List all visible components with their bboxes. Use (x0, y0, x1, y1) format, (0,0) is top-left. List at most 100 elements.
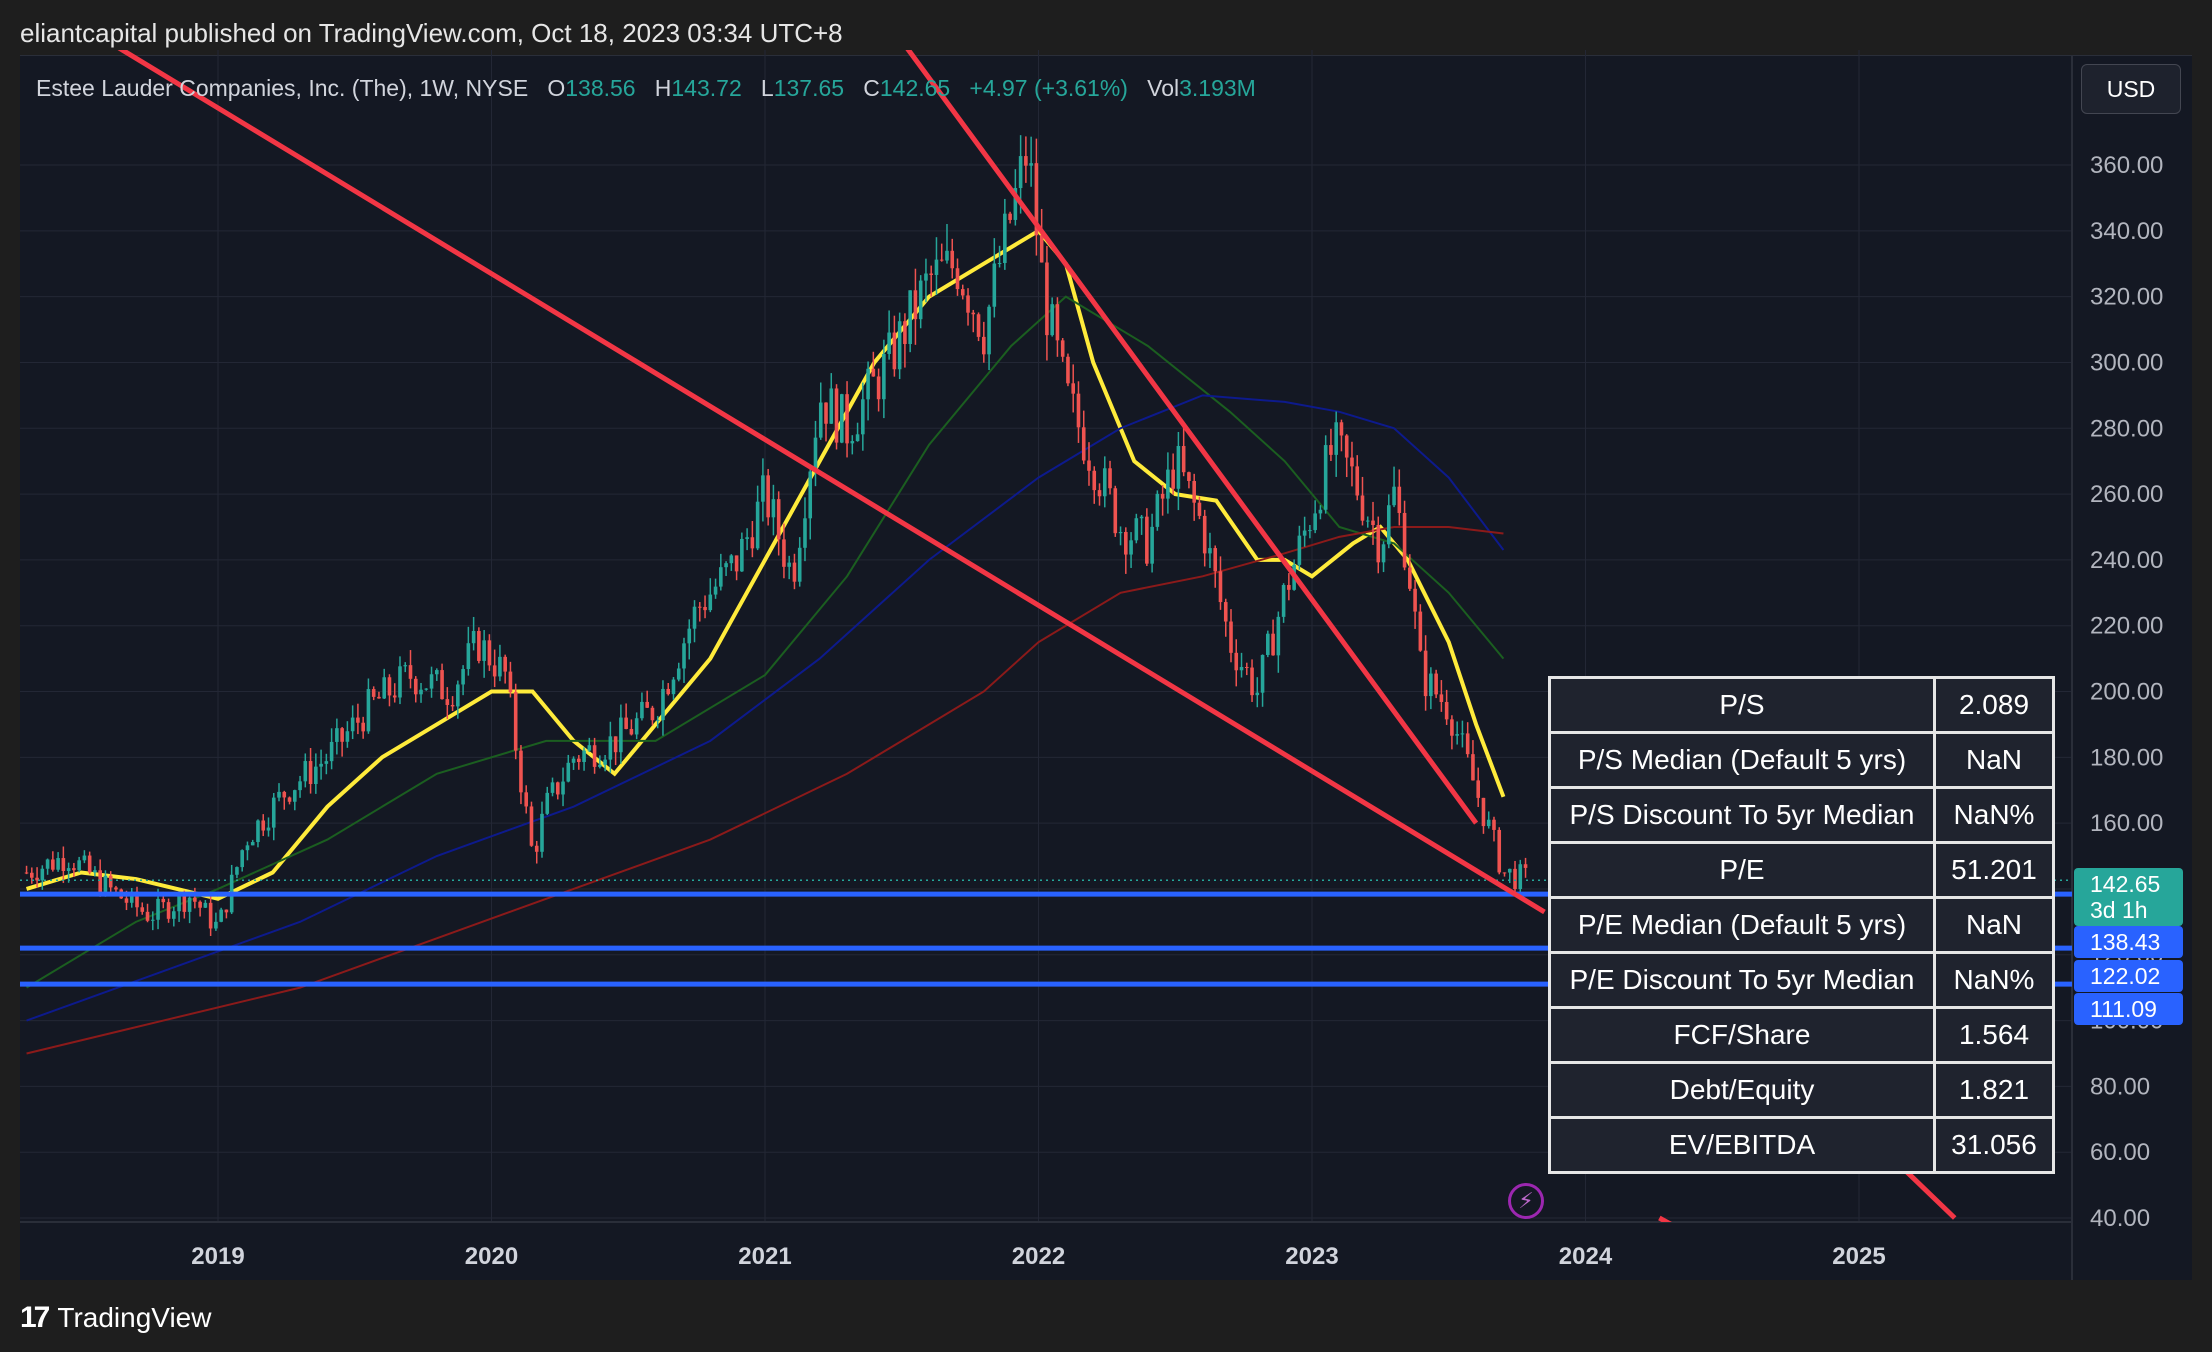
candle-body (24, 872, 29, 874)
price-tick-label: 180.00 (2090, 744, 2163, 771)
candle-body (818, 402, 823, 438)
candle-body (314, 766, 318, 784)
candle-body (1102, 468, 1107, 497)
price-tag (2074, 993, 2183, 1025)
candle-body (1160, 493, 1165, 499)
candle-body (1413, 588, 1417, 612)
candle-body (1197, 502, 1202, 516)
candle-body (398, 666, 402, 698)
lightning-icon[interactable]: ⚡ (1508, 1183, 1544, 1219)
candle-body (240, 850, 244, 868)
candle-body (287, 797, 292, 802)
candle-body (1323, 445, 1328, 510)
candle-body (466, 643, 471, 670)
candle-body (1465, 733, 1470, 755)
candle-body (829, 388, 834, 424)
candle-body (1460, 733, 1465, 735)
candle-body (224, 909, 229, 913)
candle-body (1365, 520, 1370, 522)
candle-body (782, 539, 786, 567)
candle-body (803, 518, 807, 548)
candle-body (550, 782, 555, 793)
candle-body (755, 501, 760, 549)
candle-body (403, 665, 408, 667)
tradingview-logo[interactable]: 17 TradingView (20, 1300, 211, 1336)
candle-body (971, 312, 976, 315)
candle-body (1076, 393, 1081, 428)
candle-body (308, 761, 313, 784)
price-tick-label: 360.00 (2090, 152, 2163, 179)
candle-body (319, 763, 323, 767)
candle-body (77, 860, 81, 871)
candle-body (340, 728, 344, 742)
candle-body (387, 677, 392, 696)
close-label: C (863, 75, 880, 101)
candle-body (87, 855, 92, 873)
candle-body (356, 717, 360, 723)
candle-body (545, 792, 550, 814)
currency-button[interactable]: USD (2081, 64, 2181, 114)
candle-body (1260, 654, 1265, 693)
candle-body (219, 909, 223, 922)
candle-body (1392, 486, 1396, 506)
candle-body (366, 689, 371, 732)
candle-body (966, 295, 970, 313)
candle-body (1287, 585, 1291, 590)
candle-body (1018, 156, 1023, 189)
candle-body (35, 877, 39, 881)
candle-body (918, 280, 923, 320)
candle-body (72, 868, 76, 871)
candle-body (172, 911, 176, 919)
trendline (1658, 1215, 1672, 1222)
candle-body (513, 692, 518, 751)
candle-body (850, 441, 855, 444)
candle-body (540, 813, 544, 852)
candle-body (776, 499, 781, 540)
candle-body (924, 273, 928, 281)
metric-value: 1.564 (1933, 1006, 2055, 1064)
candle-body (1408, 567, 1412, 589)
metric-value: 31.056 (1933, 1116, 2055, 1174)
candle-body (598, 764, 602, 767)
metrics-table: P/S 2.089 P/S Median (Default 5 yrs) NaN P/S… (1548, 676, 2055, 1174)
candle-body (382, 677, 387, 699)
candle-body (1181, 446, 1186, 473)
metric-label: EV/EBITDA (1548, 1116, 1936, 1174)
price-tick-label: 80.00 (2090, 1073, 2150, 1100)
metric-label: P/E Discount To 5yr Median (1548, 951, 1936, 1009)
metric-label: P/S Discount To 5yr Median (1548, 786, 1936, 844)
price-tick-label: 300.00 (2090, 349, 2163, 376)
open-label: O (547, 75, 566, 101)
candle-body (824, 402, 828, 424)
candle-body (987, 306, 991, 355)
candle-body (435, 670, 439, 675)
candle-body (1376, 525, 1381, 563)
candle-body (1239, 666, 1244, 671)
candle-body (892, 332, 897, 370)
candle-body (245, 845, 250, 851)
candle-body (145, 911, 150, 921)
candle-body (45, 859, 50, 869)
candle-body (66, 868, 71, 871)
metric-value: 1.821 (1933, 1061, 2055, 1119)
candle-body (1297, 535, 1302, 565)
candle-body (1134, 518, 1139, 541)
price-tag (2074, 926, 2183, 958)
candle-body (1418, 611, 1423, 651)
change-value: +4.97 (+3.61%) (969, 75, 1128, 101)
candle-body (508, 671, 513, 693)
candlesticks (24, 135, 1528, 936)
metric-label: P/S Median (Default 5 yrs) (1548, 731, 1936, 789)
candle-body (492, 665, 497, 677)
candle-body (1229, 621, 1233, 653)
candle-body (235, 867, 239, 875)
time-tick-label: 2023 (1285, 1243, 1338, 1270)
metrics-row: P/E 51.201 (1548, 841, 2055, 899)
candle-body (208, 902, 213, 929)
trendline (905, 50, 1479, 825)
metrics-row: Debt/Equity 1.821 (1548, 1061, 2055, 1119)
metric-value: NaN% (1933, 951, 2055, 1009)
candle-body (1386, 505, 1391, 545)
candle-body (1213, 548, 1218, 572)
